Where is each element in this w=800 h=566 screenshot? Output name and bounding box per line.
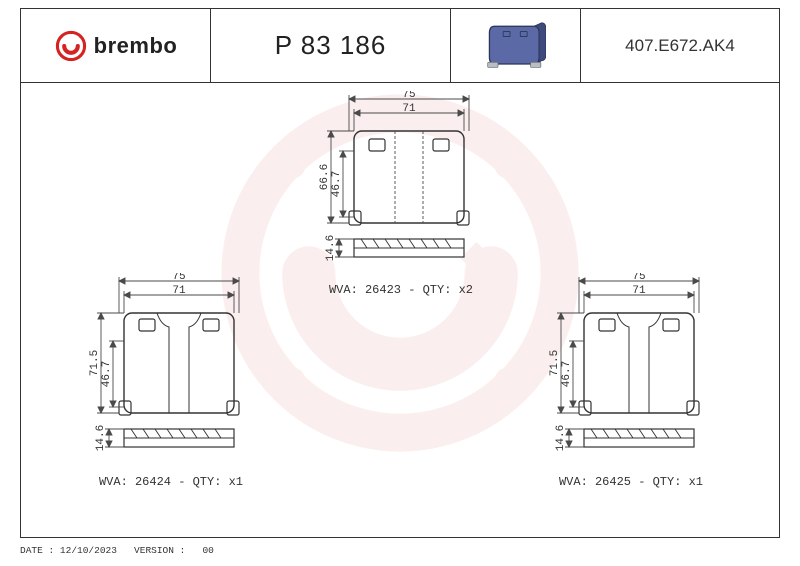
part-number-cell: P 83 186	[211, 9, 451, 82]
dim-height-outer: 71.5	[89, 350, 101, 376]
dim-width-outer: 75	[402, 91, 415, 101]
brand-name: brembo	[94, 33, 178, 59]
pad-left-svg: 75 71 71.5	[61, 273, 281, 473]
dim-thickness: 14.6	[555, 425, 567, 451]
pad-right-caption: WVA: 26425 - QTY: x1	[521, 475, 741, 489]
drawing-frame: brembo P 83 186 407.E672.AK4	[20, 8, 780, 538]
dim-height-inner: 46.7	[331, 171, 343, 197]
dim-height-inner: 46.7	[101, 361, 113, 387]
thumbnail-cell	[451, 9, 581, 82]
dim-thickness: 14.6	[325, 235, 337, 261]
dim-width-outer: 75	[632, 273, 645, 283]
pad-right-svg: 75 71 71.5	[521, 273, 741, 473]
drawing-body: 75 71	[21, 83, 779, 537]
part-number: P 83 186	[275, 30, 387, 61]
dim-height-outer: 66.6	[319, 164, 331, 190]
dim-width-inner: 71	[632, 285, 646, 297]
dim-height-outer: 71.5	[549, 350, 561, 376]
dim-width-inner: 71	[402, 103, 416, 115]
document-number-cell: 407.E672.AK4	[581, 9, 779, 82]
footer-date: 12/10/2023	[60, 545, 117, 556]
pad-3d-thumb-icon	[486, 19, 546, 73]
document-number: 407.E672.AK4	[625, 36, 735, 56]
dim-height-inner: 46.7	[561, 361, 573, 387]
wva-value: 26424	[135, 475, 171, 489]
pad-drawing-center: 75 71	[291, 91, 511, 297]
dim-thickness: 14.6	[95, 425, 107, 451]
qty-value: x1	[689, 475, 703, 489]
qty-value: x2	[459, 283, 473, 297]
dim-width-outer: 75	[172, 273, 185, 283]
qty-value: x1	[229, 475, 243, 489]
brand-cell: brembo	[21, 9, 211, 82]
pad-drawing-left: 75 71 71.5	[61, 273, 281, 489]
footer-line: DATE : 12/10/2023 VERSION : 00	[20, 545, 214, 556]
wva-value: 26423	[365, 283, 401, 297]
title-block: brembo P 83 186 407.E672.AK4	[21, 9, 779, 83]
brembo-logo: brembo	[54, 29, 178, 63]
footer-version: 00	[202, 545, 213, 556]
footer-version-label: VERSION :	[134, 545, 185, 556]
footer-date-label: DATE :	[20, 545, 54, 556]
pad-center-caption: WVA: 26423 - QTY: x2	[291, 283, 511, 297]
dim-width-inner: 71	[172, 285, 186, 297]
wva-label: WVA:	[329, 283, 365, 297]
wva-value: 26425	[595, 475, 631, 489]
pad-drawing-right: 75 71 71.5	[521, 273, 741, 489]
brembo-mark-icon	[54, 29, 88, 63]
pad-left-caption: WVA: 26424 - QTY: x1	[61, 475, 281, 489]
pad-center-svg: 75 71	[291, 91, 511, 281]
